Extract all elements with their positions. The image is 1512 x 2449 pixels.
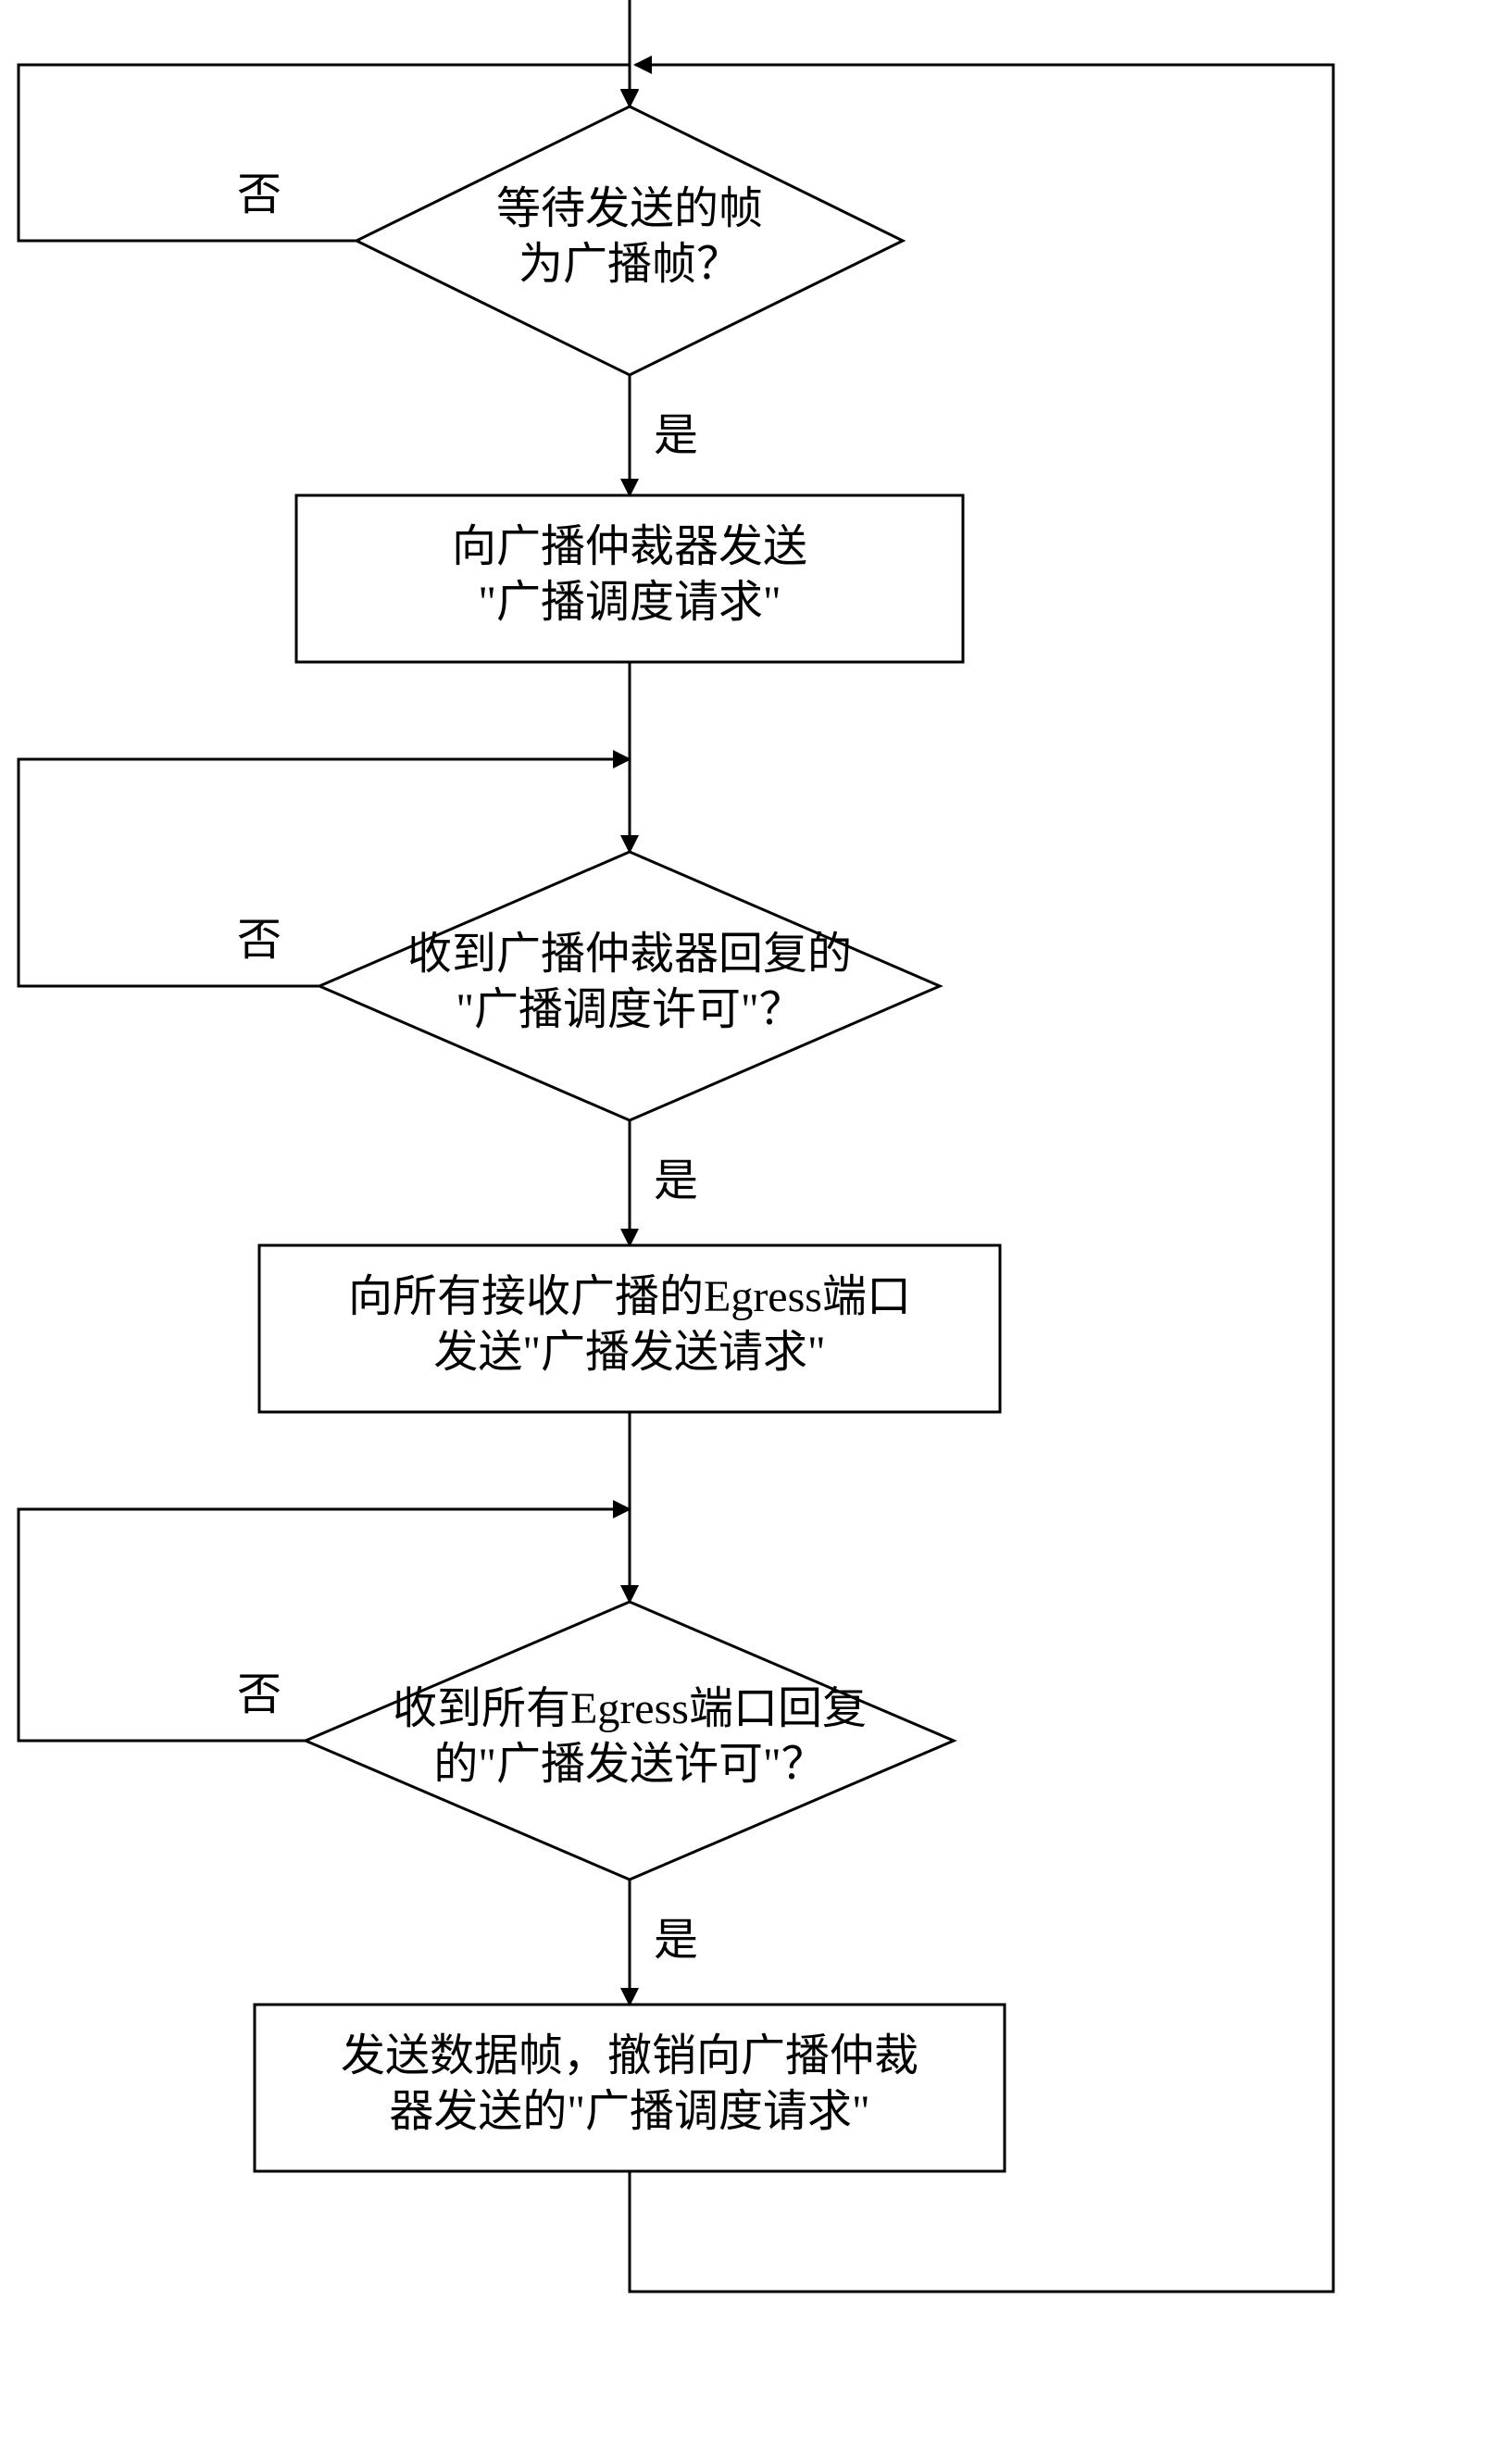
node-text: 的"广播发送许可"？ <box>433 1740 825 1789</box>
node-text: 等待发送的帧 <box>496 184 763 233</box>
node-text: 发送"广播发送请求" <box>433 1328 825 1377</box>
node-text: 向所有接收广播的Egress端口 <box>348 1272 911 1321</box>
node-text: 收到广播仲裁器回复的 <box>407 930 852 979</box>
edge-label: 否 <box>237 916 281 965</box>
node-text: 收到所有Egress端口回复 <box>393 1684 867 1733</box>
node-text: 发送数据帧，撤销向广播仲裁 <box>341 2031 918 2080</box>
node-text: 器发送的"广播调度请求" <box>389 2087 869 2136</box>
node-text: 向广播仲裁器发送 <box>452 522 807 571</box>
edge-11 <box>630 65 1333 2292</box>
edge-label: 否 <box>237 1670 281 1719</box>
node-text: "广播调度请求" <box>478 578 781 627</box>
edge-label: 是 <box>654 411 698 460</box>
edge-label: 是 <box>654 1916 698 1965</box>
node-text: 为广播帧？ <box>519 240 741 289</box>
edge-label: 是 <box>654 1156 698 1206</box>
edge-label: 否 <box>237 170 281 219</box>
node-text: "广播调度许可"？ <box>456 985 803 1034</box>
